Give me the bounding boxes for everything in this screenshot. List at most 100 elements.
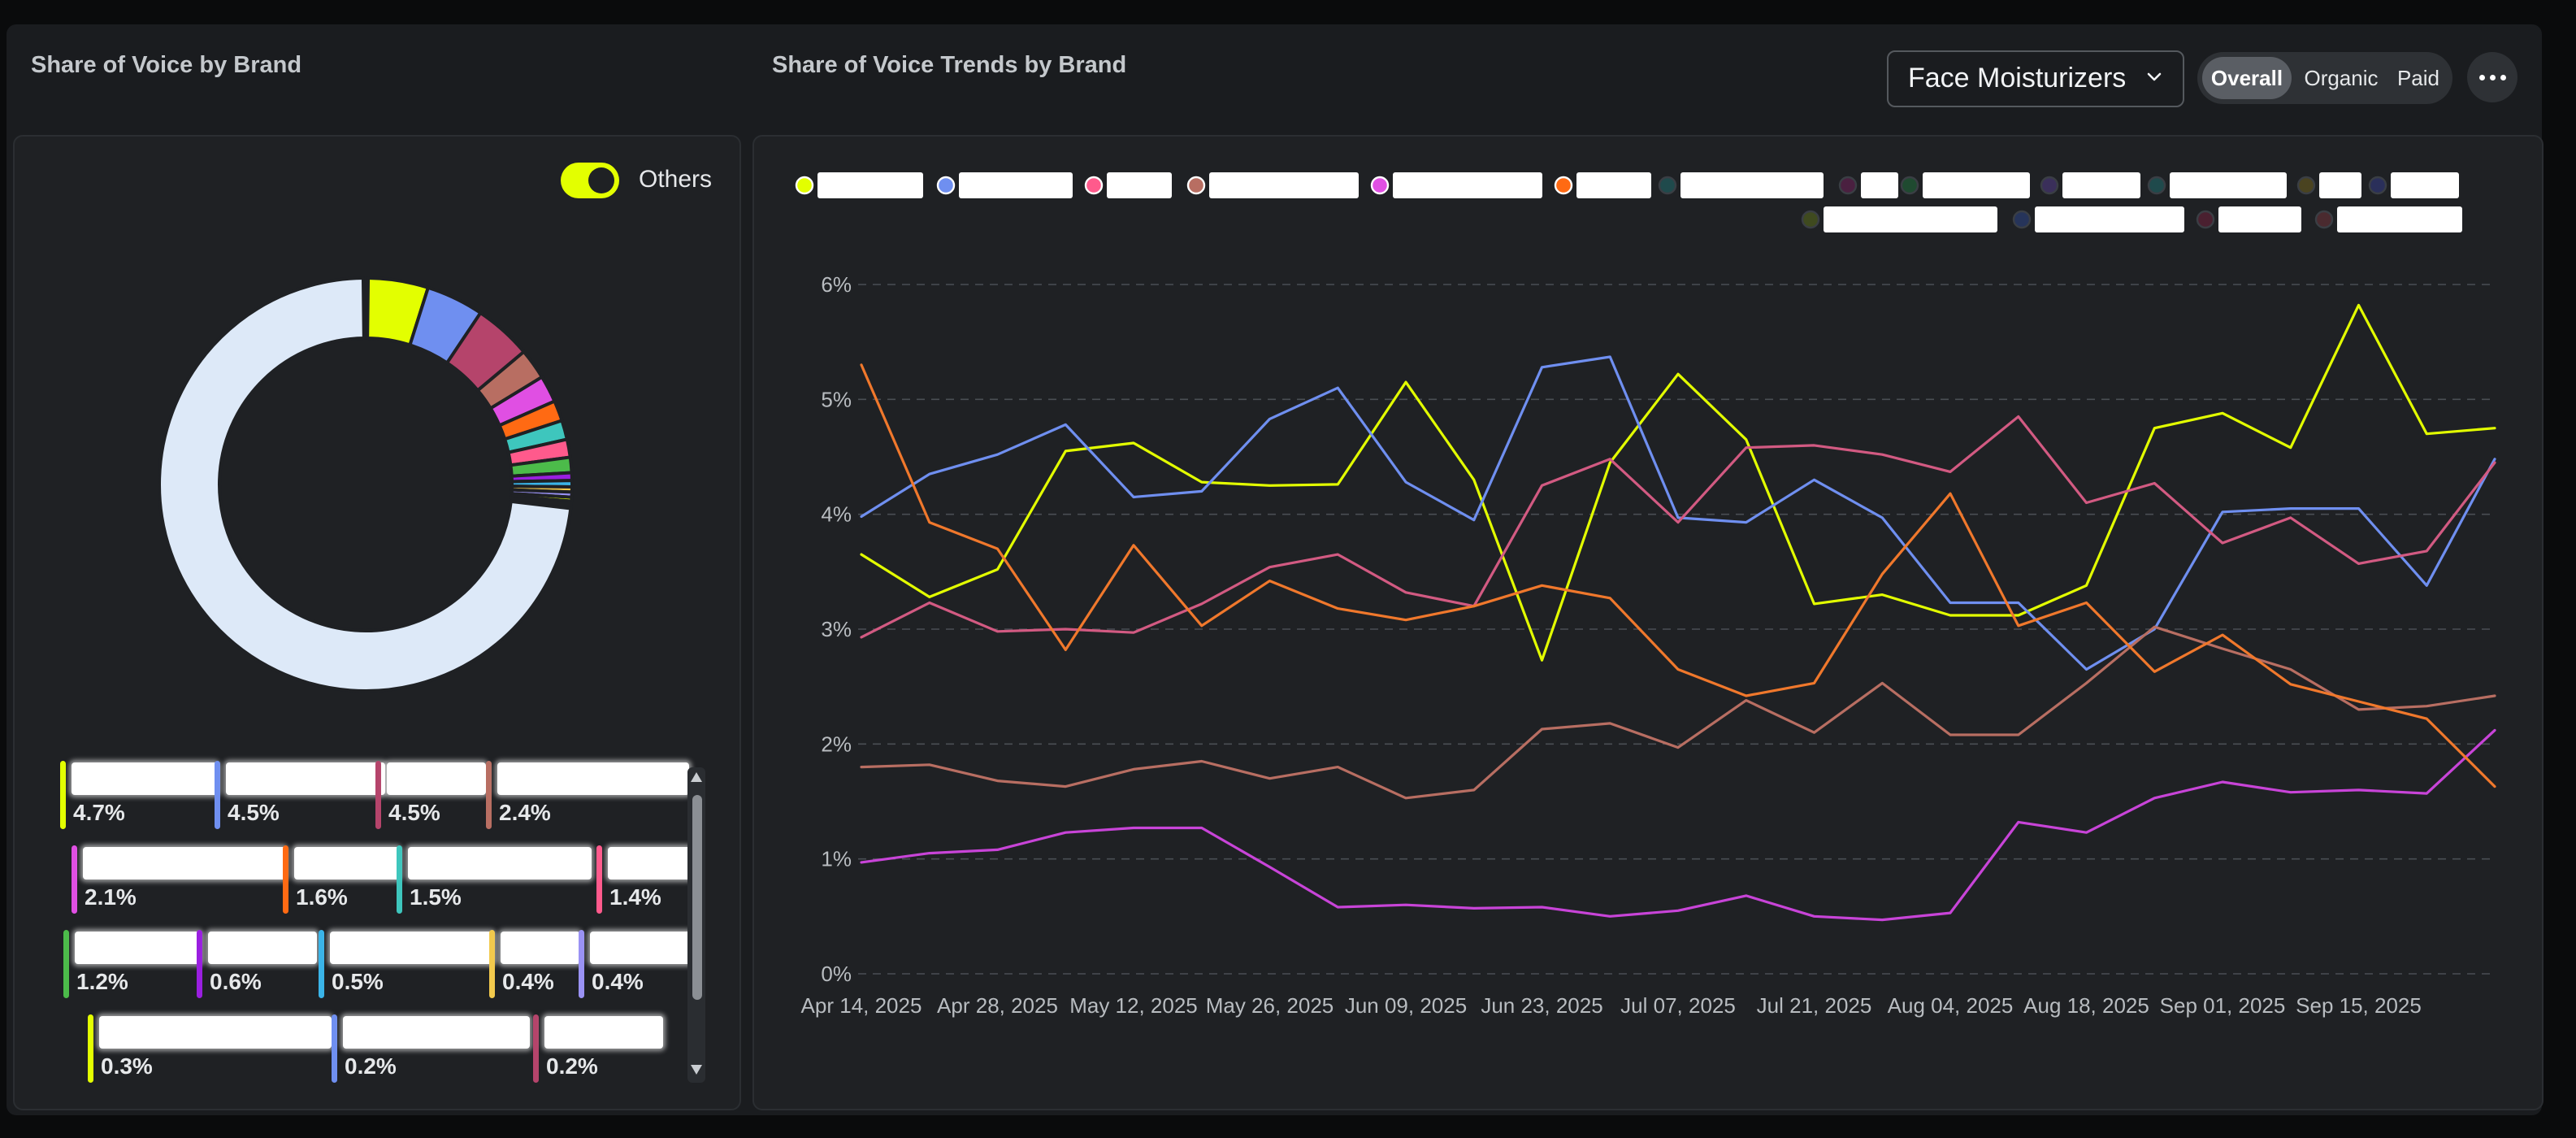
trend-section-title: Share of Voice Trends by Brand — [772, 52, 1127, 78]
x-tick-label: Apr 28, 2025 — [937, 993, 1058, 1018]
redacted-brand-name — [343, 1016, 530, 1049]
legend-percent: 4.5% — [388, 800, 440, 825]
more-dots-icon[interactable] — [2467, 52, 2517, 102]
redacted-legend-name — [2035, 206, 2184, 232]
legend-dot[interactable] — [1900, 176, 1919, 195]
legend-percent: 0.4% — [592, 969, 644, 994]
legend-dot[interactable] — [936, 176, 956, 195]
legend-color-bar — [579, 930, 584, 998]
series-line-4[interactable] — [860, 625, 2496, 800]
x-tick-label: Apr 14, 2025 — [801, 993, 922, 1018]
legend-percent: 0.5% — [332, 969, 384, 994]
legend-percent: 0.4% — [502, 969, 554, 994]
redacted-legend-name — [1107, 172, 1172, 198]
legend-dot[interactable] — [2040, 176, 2059, 195]
redacted-brand-name — [408, 847, 592, 880]
segment-paid[interactable]: Paid — [2396, 66, 2440, 90]
redacted-brand-name — [544, 1016, 663, 1049]
trend-line-chart: 0% 1% 2% 3% 4% 5% 6% Apr 14, 2025 Apr 28, 2025 Ma… — [795, 172, 2496, 1018]
x-tick-label: May 26, 2025 — [1206, 993, 1334, 1018]
x-tick-label: Aug 04, 2025 — [1888, 993, 2014, 1018]
redacted-legend-name — [2062, 172, 2140, 198]
series-line-2[interactable] — [860, 355, 2496, 671]
legend-dot[interactable] — [1658, 176, 1677, 195]
x-tick-label: Sep 15, 2025 — [2296, 993, 2422, 1018]
legend-dot[interactable] — [2296, 176, 2316, 195]
redacted-legend-name — [959, 172, 1073, 198]
y-tick-label: 6% — [821, 272, 852, 297]
legend-color-bar — [596, 845, 602, 914]
legend-dot[interactable] — [795, 176, 814, 195]
redacted-legend-name — [1680, 172, 1824, 198]
legend-color-bar — [197, 930, 202, 998]
legend-color-bar — [60, 761, 66, 829]
x-tick-label: Jun 23, 2025 — [1481, 993, 1602, 1018]
segment-organic[interactable]: Organic — [2304, 66, 2379, 90]
others-toggle-label: Others — [639, 166, 713, 193]
x-tick-label: Aug 18, 2025 — [2023, 993, 2149, 1018]
redacted-legend-name — [2337, 206, 2462, 232]
legend-percent: 1.4% — [609, 884, 661, 910]
y-tick-label: 1% — [821, 847, 852, 871]
legend-percent: 1.6% — [296, 884, 348, 910]
redacted-legend-name — [1861, 172, 1898, 198]
legend-scroll-thumb[interactable] — [692, 795, 702, 1000]
legend-color-bar — [63, 930, 69, 998]
legend-dot[interactable] — [1838, 176, 1858, 195]
redacted-legend-name — [2319, 172, 2361, 198]
series-line-3[interactable] — [860, 415, 2496, 639]
category-dropdown-value: Face Moisturizers — [1908, 63, 2127, 93]
legend-dot[interactable] — [2368, 176, 2387, 195]
category-dropdown[interactable]: Face Moisturizers — [1887, 50, 2184, 107]
legend-dot[interactable] — [2314, 210, 2334, 229]
redacted-brand-name — [501, 932, 580, 964]
legend-color-bar — [533, 1014, 539, 1083]
redacted-brand-name — [226, 762, 385, 795]
series-line-1[interactable] — [860, 303, 2496, 662]
legend-dot[interactable] — [2196, 210, 2215, 229]
redacted-brand-name — [294, 847, 400, 880]
scroll-up-icon[interactable] — [691, 772, 702, 782]
redacted-legend-name — [1923, 172, 2030, 198]
legend-dot[interactable] — [1186, 176, 1206, 195]
x-tick-label: Jun 09, 2025 — [1345, 993, 1467, 1018]
donut-slice-others[interactable] — [158, 276, 573, 693]
redacted-legend-name — [2170, 172, 2287, 198]
toggle-knob — [588, 167, 614, 193]
segment-overall[interactable]: Overall — [2202, 57, 2292, 99]
redacted-brand-name — [590, 932, 691, 964]
y-tick-label: 2% — [821, 732, 852, 756]
legend-dot[interactable] — [1084, 176, 1104, 195]
channel-segmented-control: Overall Organic Paid — [2197, 52, 2452, 104]
others-toggle[interactable] — [561, 163, 619, 198]
legend-percent: 1.5% — [410, 884, 462, 910]
legend-dot[interactable] — [2147, 176, 2166, 195]
legend-color-bar — [332, 1014, 337, 1083]
series-line-6[interactable] — [860, 363, 2496, 788]
legend-dot[interactable] — [2012, 210, 2032, 229]
redacted-legend-name — [1393, 172, 1542, 198]
legend-dot[interactable] — [1370, 176, 1390, 195]
legend-color-bar — [397, 845, 402, 914]
legend-color-bar — [489, 930, 495, 998]
legend-color-bar — [283, 845, 288, 914]
series-line-5[interactable] — [860, 728, 2496, 922]
redacted-brand-name — [608, 847, 691, 880]
redacted-legend-name — [1209, 172, 1359, 198]
redacted-legend-name — [2218, 206, 2301, 232]
legend-dot[interactable] — [1554, 176, 1573, 195]
scroll-down-icon[interactable] — [691, 1065, 702, 1075]
legend-percent: 2.4% — [499, 800, 551, 825]
x-tick-label: Jul 21, 2025 — [1757, 993, 1872, 1018]
x-tick-label: Sep 01, 2025 — [2160, 993, 2286, 1018]
y-tick-label: 0% — [821, 962, 852, 986]
legend-color-bar — [375, 761, 381, 829]
legend-color-bar — [88, 1014, 93, 1083]
legend-percent: 4.5% — [228, 800, 280, 825]
legend-percent: 0.2% — [546, 1053, 598, 1079]
legend-color-bar — [72, 845, 77, 914]
legend-percent: 0.2% — [345, 1053, 397, 1079]
legend-color-bar — [215, 761, 220, 829]
redacted-legend-name — [2391, 172, 2459, 198]
legend-dot[interactable] — [1801, 210, 1820, 229]
